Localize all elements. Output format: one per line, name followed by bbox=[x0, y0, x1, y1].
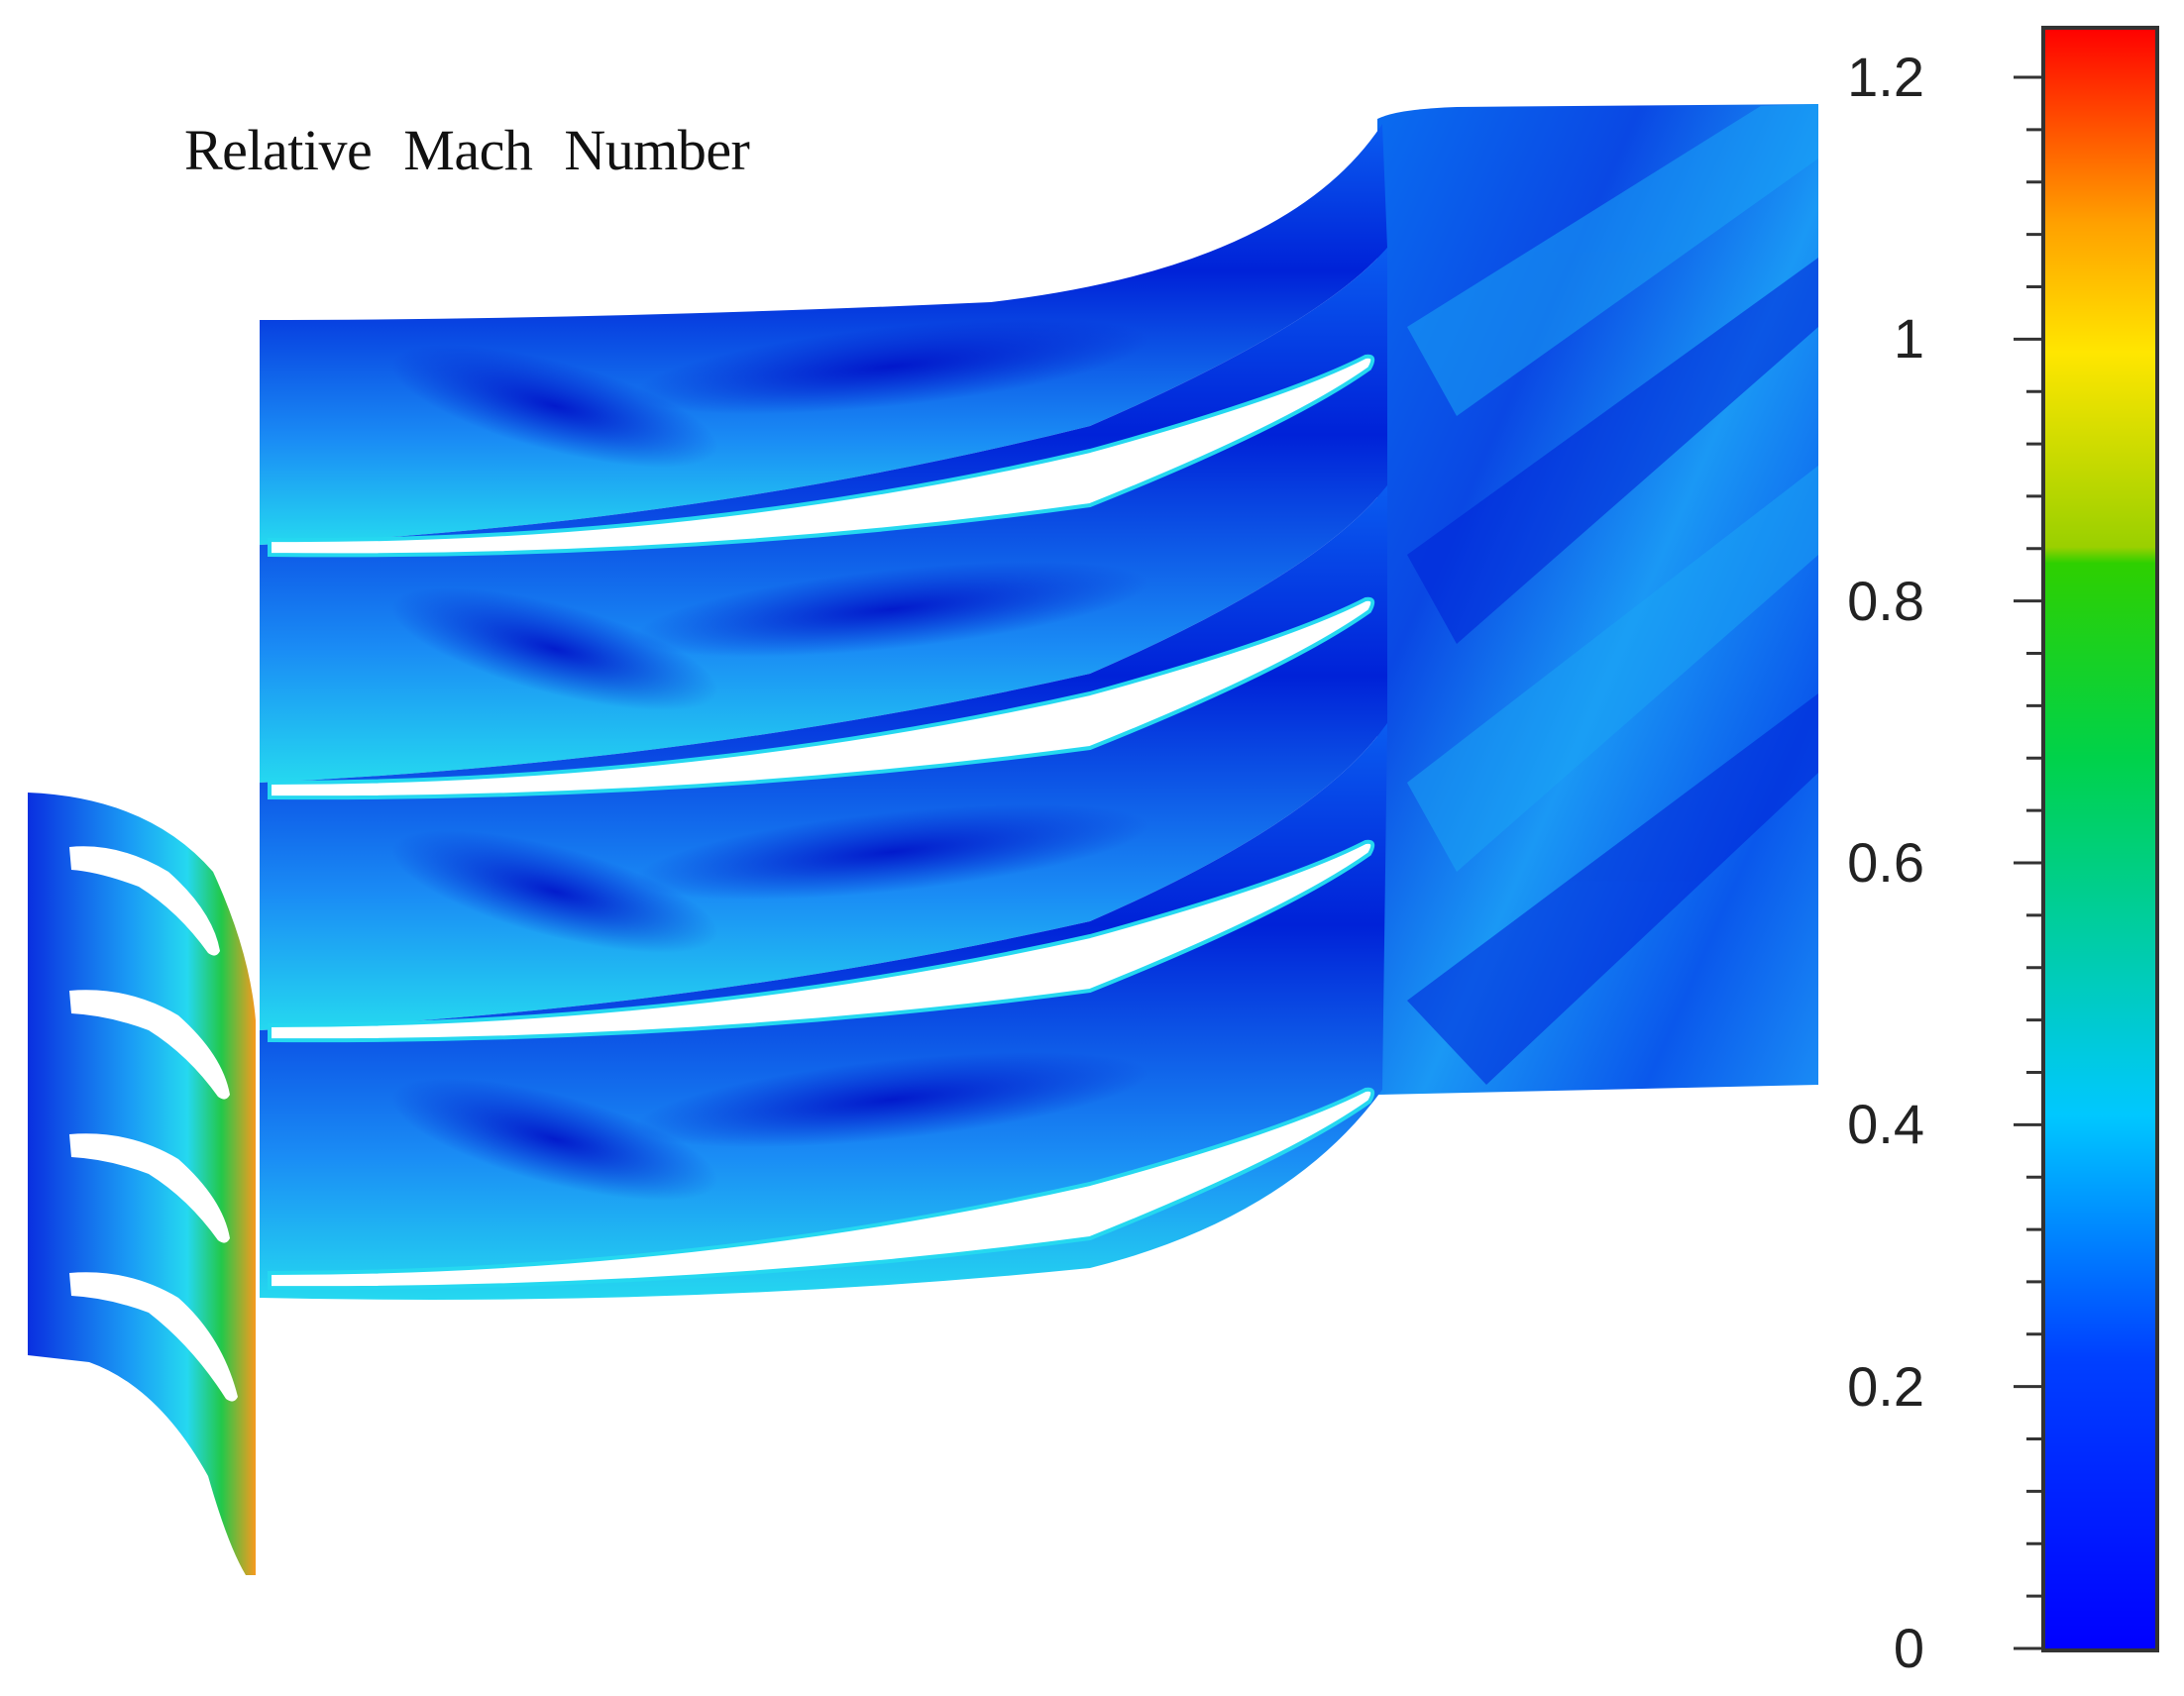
colorbar-tick-label: 0.2 bbox=[1847, 1354, 1924, 1418]
plot-title: Relative Mach Number bbox=[184, 118, 750, 182]
low-speed-zones bbox=[391, 318, 1148, 1201]
inducer-cascade bbox=[28, 793, 256, 1575]
colorbar bbox=[2014, 26, 2159, 1652]
colorbar-tick-label: 0.8 bbox=[1847, 569, 1924, 632]
colorbar-tick-label: 0.6 bbox=[1847, 831, 1924, 894]
colorbar-ticks bbox=[2014, 75, 2043, 1650]
colorbar-gradient bbox=[2041, 26, 2159, 1652]
colorbar-tick-label: 0 bbox=[1893, 1617, 1924, 1679]
colorbar-tick-label: 1.2 bbox=[1847, 46, 1924, 108]
colorbar-tick-label: 0.4 bbox=[1847, 1093, 1924, 1156]
colorbar-tick-label: 1 bbox=[1893, 307, 1924, 371]
outlet-streaks bbox=[1407, 104, 1818, 1085]
impeller-blades bbox=[268, 354, 1375, 1291]
